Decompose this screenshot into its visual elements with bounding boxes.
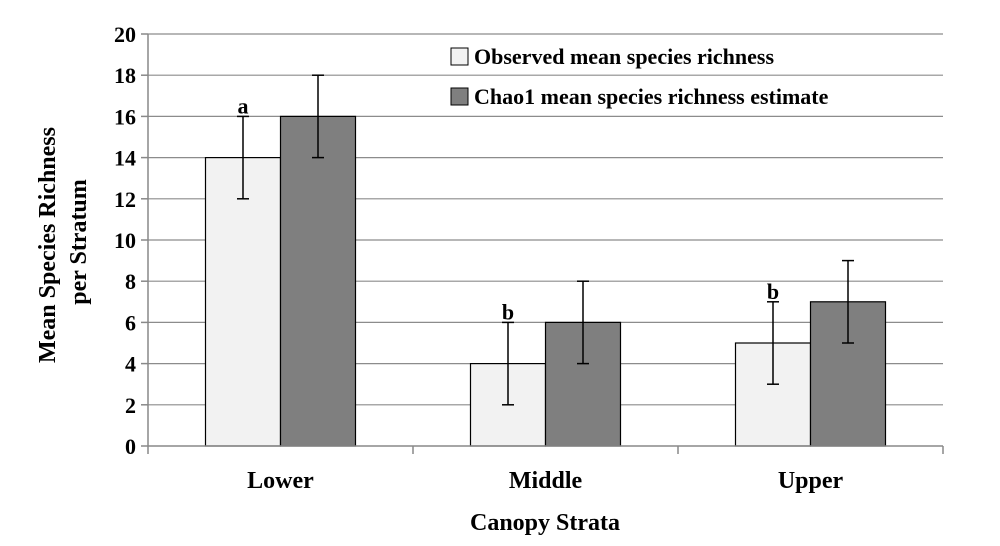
- significance-letter: b: [767, 279, 779, 304]
- legend-label-chao1: Chao1 mean species richness estimate: [474, 84, 829, 109]
- legend-label-observed: Observed mean species richness: [474, 44, 774, 69]
- x-tick-label-lower: Lower: [247, 468, 314, 494]
- y-tick-label: 16: [114, 104, 136, 129]
- legend-swatch-chao1: [450, 87, 469, 106]
- y-tick-label: 10: [114, 228, 136, 253]
- y-axis-title-line-2: per Stratum: [66, 179, 92, 305]
- legend-swatch-observed: [450, 47, 469, 66]
- legend: Observed mean species richness Chao1 mea…: [450, 44, 829, 109]
- bar-lower-series-1: [279, 115, 357, 447]
- bar-lower-series-0: [204, 157, 282, 447]
- y-tick-label: 0: [125, 434, 136, 459]
- x-tick-labels: Lower Middle Upper: [247, 468, 843, 494]
- axes: [147, 34, 943, 447]
- significance-letter: a: [238, 93, 249, 118]
- y-tick-label: 12: [114, 187, 136, 212]
- y-tick-label: 6: [125, 310, 136, 335]
- x-axis-title: Canopy Strata: [470, 510, 620, 536]
- y-tick-label: 14: [114, 146, 136, 171]
- x-tick-label-upper: Upper: [778, 468, 844, 494]
- error-bars: [237, 74, 854, 406]
- y-tick-label: 2: [125, 393, 136, 418]
- y-tick-label: 4: [125, 352, 136, 377]
- significance-annotations: a b b: [238, 93, 780, 324]
- y-tick-label: 18: [114, 63, 136, 88]
- y-axis-title: Mean Species Richness per Stratum: [35, 121, 92, 363]
- y-tick-labels: 0 2 4 6 8 10 12 14 16 18 20: [114, 22, 136, 459]
- x-tick-label-middle: Middle: [509, 468, 583, 494]
- y-tick-label: 20: [114, 22, 136, 47]
- bars: [204, 115, 887, 447]
- y-tick-label: 8: [125, 269, 136, 294]
- y-axis-title-line-1: Mean Species Richness: [35, 127, 61, 363]
- significance-letter: b: [502, 299, 514, 324]
